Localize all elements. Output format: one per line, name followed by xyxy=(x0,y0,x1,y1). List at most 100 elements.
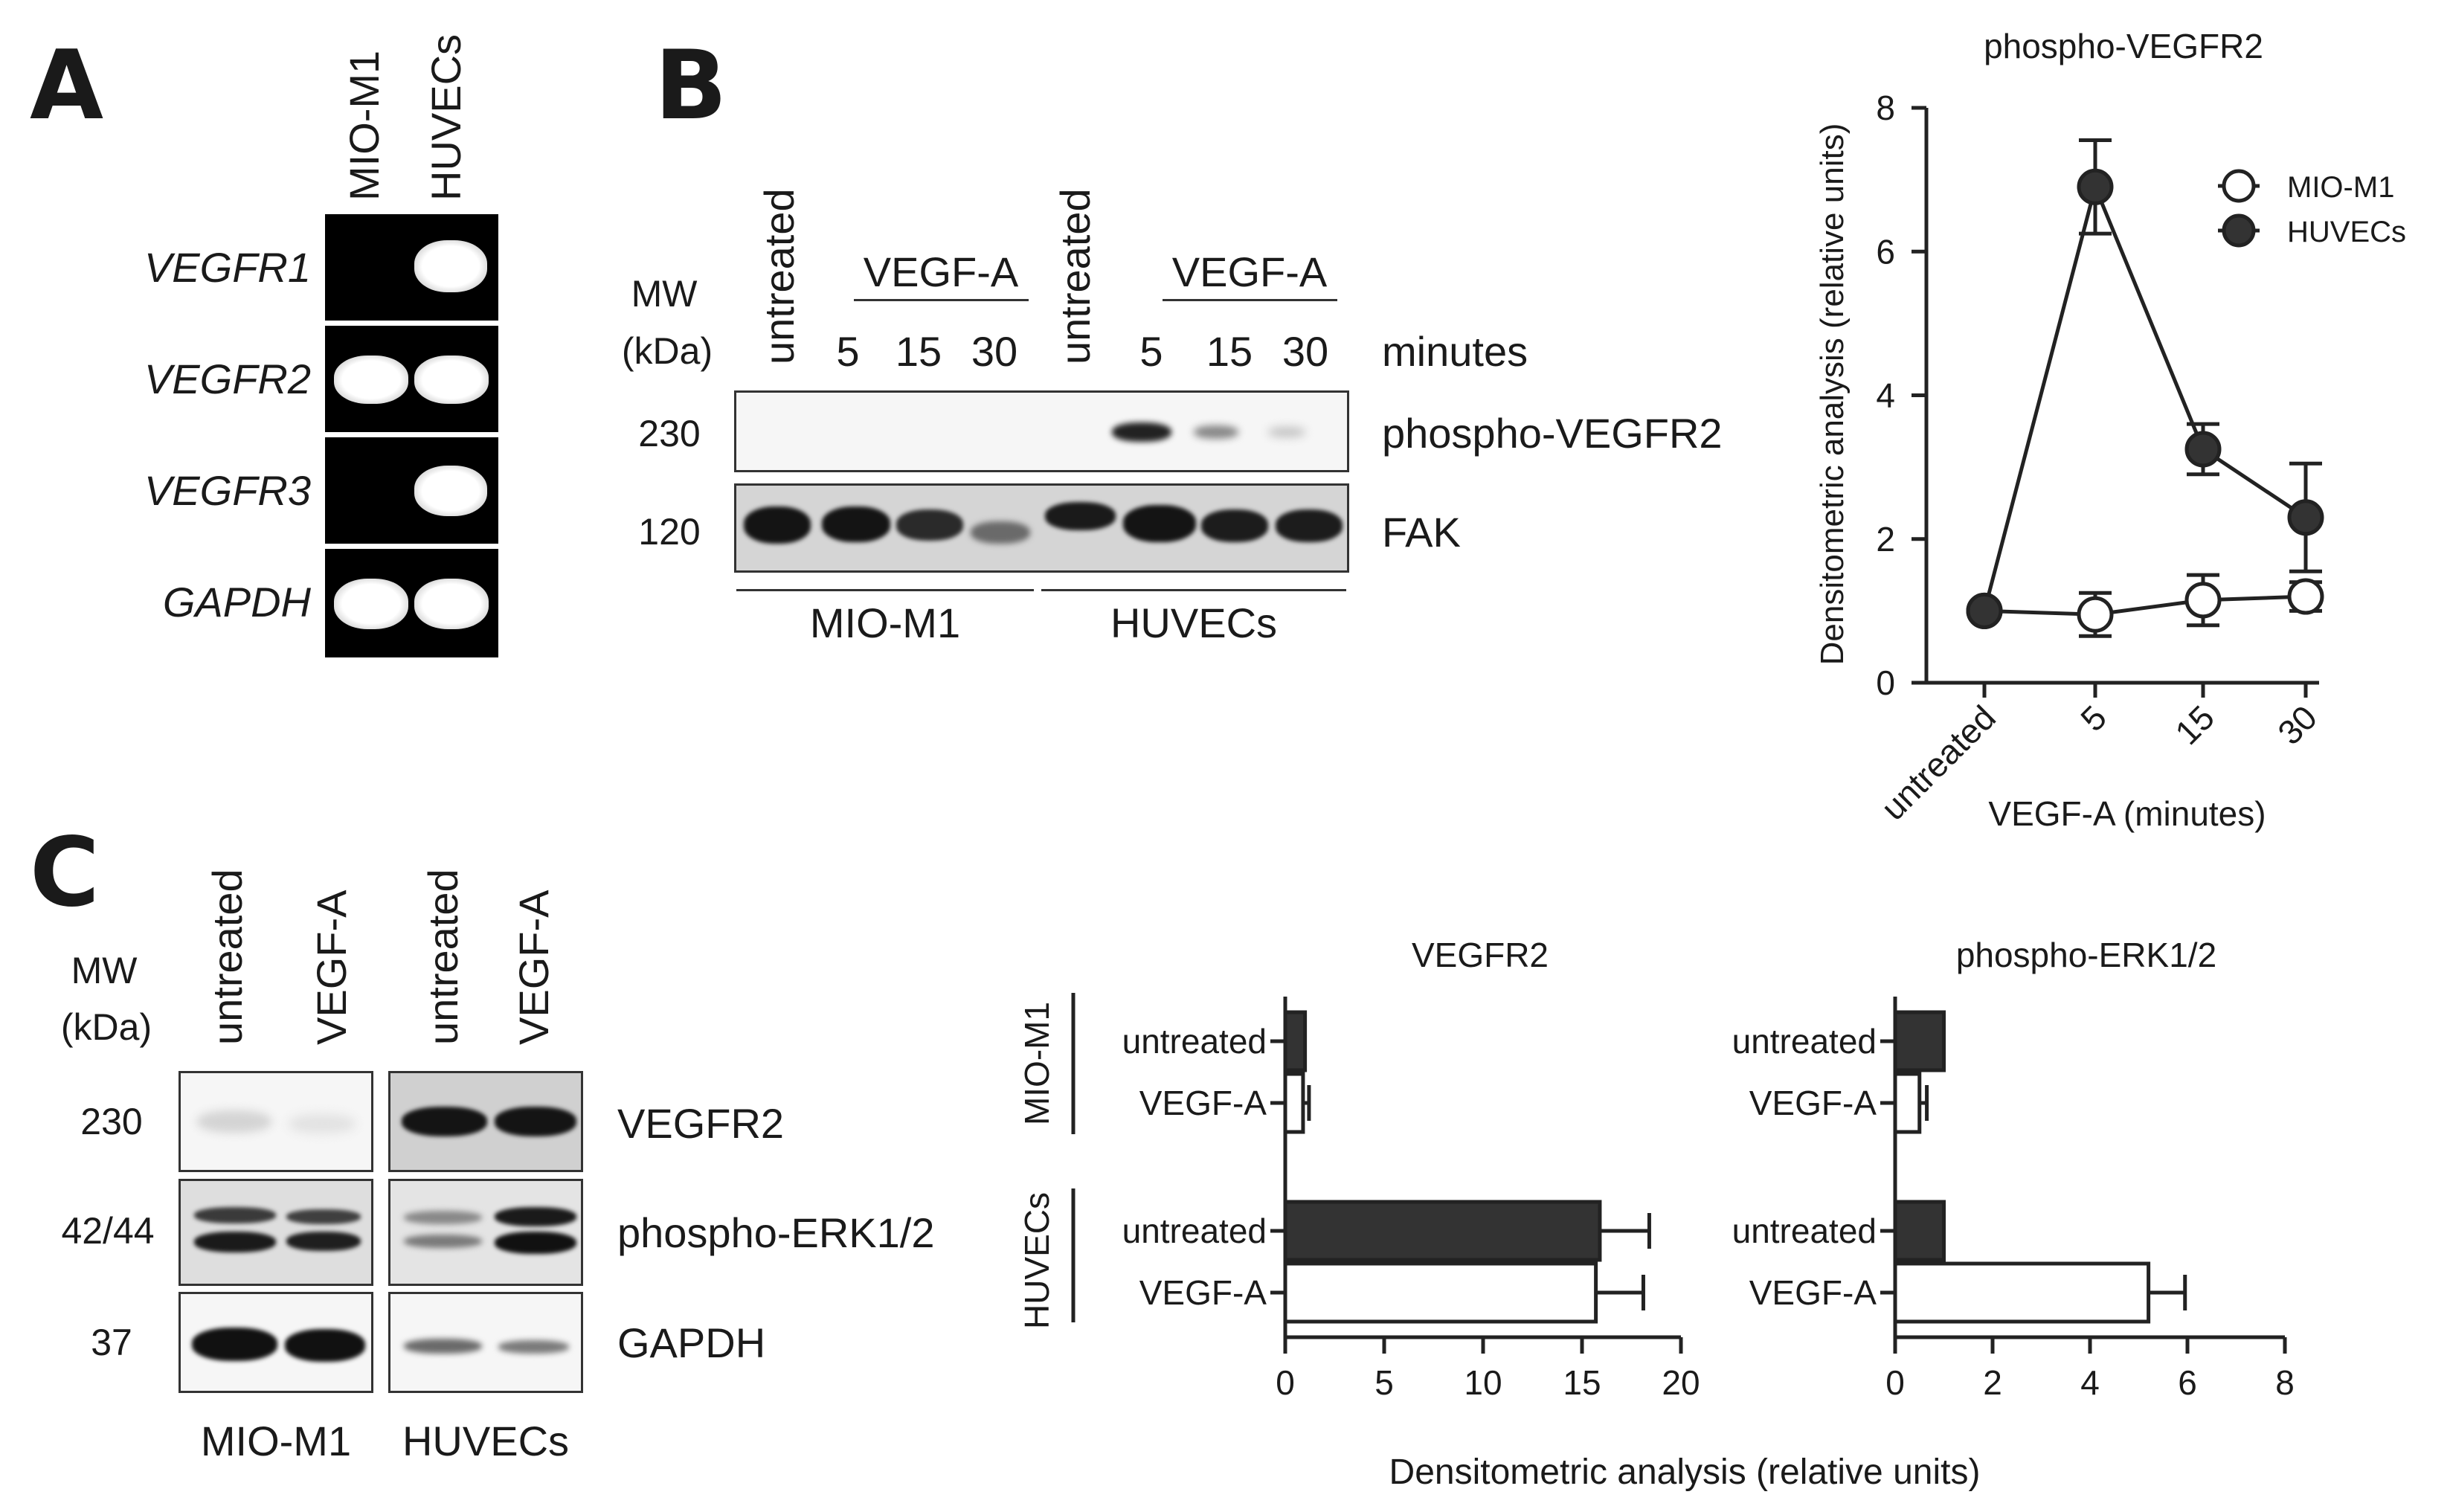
line-chart-ylabel: Densitometric analysis (relative units) xyxy=(1814,123,1851,666)
time-30-huvec: 30 xyxy=(1282,328,1329,375)
line-chart-ytick-label: 2 xyxy=(1876,520,1895,559)
blot-c-erk-mio xyxy=(179,1179,373,1286)
line-chart-title: phospho-VEGFR2 xyxy=(1984,27,2263,65)
gene-label-vegfr1: VEGFR1 xyxy=(144,244,311,291)
line-point xyxy=(2184,582,2222,619)
bar1-bar xyxy=(1283,1072,1305,1134)
mw-37-c: 37 xyxy=(91,1322,132,1363)
bar2-xtick-label: 4 xyxy=(2080,1363,2100,1402)
line-point xyxy=(2077,596,2114,633)
bar2-xtick-label: 6 xyxy=(2178,1363,2197,1402)
kda-label: (kDa) xyxy=(621,330,713,372)
legend-label: HUVECs xyxy=(2287,216,2406,248)
line-series-0 xyxy=(1984,594,2306,617)
line-chart-ytick-label: 6 xyxy=(1876,232,1895,271)
line-point xyxy=(2184,431,2222,468)
gene-label-vegfr2: VEGFR2 xyxy=(144,356,311,402)
time-5-mio: 5 xyxy=(836,328,860,375)
gel-vegfr3 xyxy=(325,437,498,544)
bar2-category-label: VEGF-A xyxy=(1749,1273,1877,1312)
target-c-erk: phospho-ERK1/2 xyxy=(617,1209,935,1256)
kda-label-c: (kDa) xyxy=(60,1006,152,1048)
bar2-bar xyxy=(1893,1261,2151,1324)
panel-c-letter: C xyxy=(30,817,100,928)
line-chart-ytick-label: 8 xyxy=(1876,89,1895,127)
mw-230-b: 230 xyxy=(638,413,701,454)
gene-label-vegfr3: VEGFR3 xyxy=(144,467,311,514)
legend-marker xyxy=(2222,169,2256,203)
time-15-mio: 15 xyxy=(895,328,942,375)
gene-label-gapdh: GAPDH xyxy=(162,579,311,625)
bar2-xtick-label: 2 xyxy=(1983,1363,2002,1402)
mw-label-c: MW xyxy=(71,950,138,991)
line-chart-xtick-label: 5 xyxy=(2073,698,2114,739)
line-chart-xtick-label: untreated xyxy=(1874,698,2003,827)
blot-phospho-vegfr2 xyxy=(734,390,1349,472)
minutes-label: minutes xyxy=(1382,328,1528,375)
panel-b-letter: B xyxy=(655,30,727,141)
bar2-bar xyxy=(1893,1010,1946,1072)
bar1-category-label: VEGF-A xyxy=(1139,1084,1267,1122)
blot-c-erk-huvec xyxy=(388,1179,583,1286)
line-point xyxy=(1966,592,2003,629)
bar1-xtick-label: 5 xyxy=(1374,1363,1394,1402)
bar-chart-vegfr2: VEGFR2 0 5 10 15 20 untreated VEGF-A untreated V… xyxy=(1017,936,1700,1402)
mw-120-b: 120 xyxy=(638,511,701,553)
blot-fak xyxy=(734,483,1349,573)
line-chart-xtick-label: 15 xyxy=(2167,698,2222,752)
vegf-line-mio xyxy=(854,299,1029,301)
line-point xyxy=(2287,578,2324,615)
cell-line-c-huvec: HUVECs xyxy=(402,1418,570,1464)
cell-line-bar-huvec xyxy=(1041,589,1346,591)
line-series-1 xyxy=(1982,181,2307,612)
line-point xyxy=(2287,499,2324,536)
bar2-title: phospho-ERK1/2 xyxy=(1956,936,2216,974)
legend-marker xyxy=(2222,213,2256,248)
bar2-category-label: VEGF-A xyxy=(1749,1084,1877,1122)
bar1-xtick-label: 10 xyxy=(1464,1363,1502,1402)
bar1-title: VEGFR2 xyxy=(1412,936,1549,974)
vegf-line-huvec xyxy=(1163,299,1337,301)
shared-xlabel: Densitometric analysis (relative units) xyxy=(1389,1453,1981,1492)
bar2-bar xyxy=(1893,1200,1946,1262)
line-chart-xtick-label: 30 xyxy=(2270,698,2324,752)
bar1-xtick-label: 0 xyxy=(1276,1363,1295,1402)
bar2-category-label: untreated xyxy=(1732,1212,1877,1250)
legend-label: MIO-M1 xyxy=(2287,171,2394,204)
bar2-bar xyxy=(1893,1072,1922,1134)
line-chart-ytick-label: 4 xyxy=(1876,376,1895,415)
bar1-category-label: untreated xyxy=(1122,1212,1267,1250)
blot-c-vegfr2-huvec xyxy=(388,1071,583,1172)
bar1-xtick-label: 20 xyxy=(1662,1363,1700,1402)
target-c-gapdh: GAPDH xyxy=(617,1319,766,1366)
mw-4244-c: 42/44 xyxy=(61,1210,155,1252)
bar1-category-label: untreated xyxy=(1122,1022,1267,1061)
target-phospho-vegfr2: phospho-VEGFR2 xyxy=(1382,410,1723,457)
group-label-mio: MIO-M1 xyxy=(1017,1002,1056,1125)
time-15-huvec: 15 xyxy=(1206,328,1253,375)
gel-gapdh xyxy=(325,549,498,657)
line-chart-phospho-vegfr2: phospho-VEGFR2 Densitometric analysis (r… xyxy=(1814,27,2406,833)
bar1-bar xyxy=(1283,1261,1598,1324)
bar1-category-label: VEGF-A xyxy=(1139,1273,1267,1312)
line-chart-ytick-label: 0 xyxy=(1876,663,1895,702)
bar2-xtick-label: 8 xyxy=(2275,1363,2295,1402)
vegf-label-huvec: VEGF-A xyxy=(1171,248,1328,295)
time-5-huvec: 5 xyxy=(1139,328,1163,375)
cell-line-label-huvec: HUVECs xyxy=(1110,599,1278,646)
bar2-xtick-label: 0 xyxy=(1885,1363,1905,1402)
bar2-category-label: untreated xyxy=(1732,1022,1877,1061)
blot-c-gapdh-mio xyxy=(179,1292,373,1393)
mw-label: MW xyxy=(631,273,698,315)
time-30-mio: 30 xyxy=(971,328,1018,375)
panel-a-letter: A xyxy=(30,30,104,141)
blot-c-vegfr2-mio xyxy=(179,1071,373,1172)
gel-vegfr1 xyxy=(325,214,498,321)
bar1-xtick-label: 15 xyxy=(1563,1363,1601,1402)
line-point xyxy=(2077,168,2114,205)
bar-chart-phospho-erk: phospho-ERK1/2 0 2 4 6 8 untreated VEGF-A untre… xyxy=(1732,936,2295,1402)
cell-line-label-mio: MIO-M1 xyxy=(809,599,961,646)
target-fak: FAK xyxy=(1382,509,1461,556)
group-label-huvec: HUVECs xyxy=(1017,1192,1056,1329)
